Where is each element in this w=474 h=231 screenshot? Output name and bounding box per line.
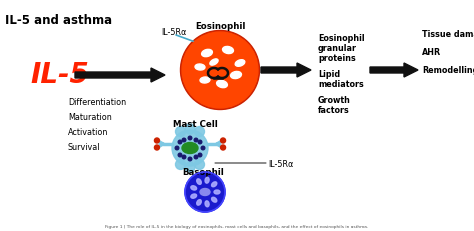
Text: factors: factors [318, 106, 350, 115]
Ellipse shape [211, 182, 217, 187]
Text: proteins: proteins [318, 54, 356, 63]
Ellipse shape [191, 186, 197, 190]
Circle shape [155, 145, 159, 150]
Text: IL-5 and asthma: IL-5 and asthma [5, 14, 112, 27]
Circle shape [182, 155, 186, 159]
Ellipse shape [201, 49, 212, 57]
Circle shape [182, 138, 186, 142]
Text: Differentiation: Differentiation [68, 98, 126, 107]
Ellipse shape [200, 77, 210, 83]
Circle shape [201, 146, 205, 150]
Circle shape [194, 159, 204, 170]
Circle shape [198, 153, 202, 157]
Text: Remodelling: Remodelling [422, 66, 474, 75]
FancyArrow shape [75, 68, 165, 82]
Ellipse shape [235, 60, 245, 66]
Text: Eosinophil: Eosinophil [318, 34, 365, 43]
Ellipse shape [205, 177, 209, 183]
Ellipse shape [210, 59, 218, 65]
Circle shape [188, 136, 192, 140]
Circle shape [185, 124, 195, 134]
Ellipse shape [182, 143, 198, 154]
Ellipse shape [223, 46, 234, 54]
Circle shape [172, 130, 208, 166]
Circle shape [194, 155, 198, 159]
Text: IL-5: IL-5 [30, 61, 89, 89]
Text: granular: granular [318, 44, 357, 53]
Text: Growth: Growth [318, 96, 351, 105]
Circle shape [155, 138, 159, 143]
Text: Survival: Survival [68, 143, 100, 152]
Circle shape [188, 157, 192, 161]
Ellipse shape [214, 190, 220, 194]
Ellipse shape [211, 197, 217, 202]
Ellipse shape [197, 200, 201, 205]
Circle shape [194, 138, 198, 142]
Circle shape [175, 127, 185, 137]
Ellipse shape [230, 71, 241, 79]
Circle shape [175, 159, 185, 170]
Circle shape [178, 140, 182, 144]
Ellipse shape [197, 179, 201, 184]
Text: Maturation: Maturation [68, 113, 112, 122]
Circle shape [185, 162, 195, 172]
Ellipse shape [205, 201, 209, 207]
Text: Mast Cell: Mast Cell [173, 120, 218, 129]
Text: Activation: Activation [68, 128, 109, 137]
Circle shape [220, 145, 226, 150]
Text: IL-5Rα: IL-5Rα [268, 160, 293, 169]
FancyArrow shape [370, 63, 418, 77]
Ellipse shape [191, 194, 197, 198]
Text: Basophil: Basophil [182, 168, 224, 177]
Text: AHR: AHR [422, 48, 441, 57]
Circle shape [220, 138, 226, 143]
Circle shape [181, 30, 259, 109]
Ellipse shape [200, 188, 210, 195]
Circle shape [198, 140, 202, 144]
Text: IL-5Rα: IL-5Rα [161, 28, 187, 37]
Text: mediators: mediators [318, 80, 364, 89]
Circle shape [182, 32, 258, 108]
Text: Eosinophil: Eosinophil [195, 22, 245, 31]
Circle shape [175, 146, 179, 150]
Circle shape [194, 127, 204, 137]
Ellipse shape [195, 64, 205, 70]
Circle shape [178, 153, 182, 157]
Text: Tissue damage: Tissue damage [422, 30, 474, 39]
Text: Lipid: Lipid [318, 70, 340, 79]
Text: Figure 1 | The role of IL-5 in the biology of eosinophils, mast cells and basoph: Figure 1 | The role of IL-5 in the biolo… [105, 225, 369, 229]
Circle shape [185, 172, 225, 212]
Ellipse shape [217, 80, 228, 88]
FancyArrow shape [261, 63, 311, 77]
